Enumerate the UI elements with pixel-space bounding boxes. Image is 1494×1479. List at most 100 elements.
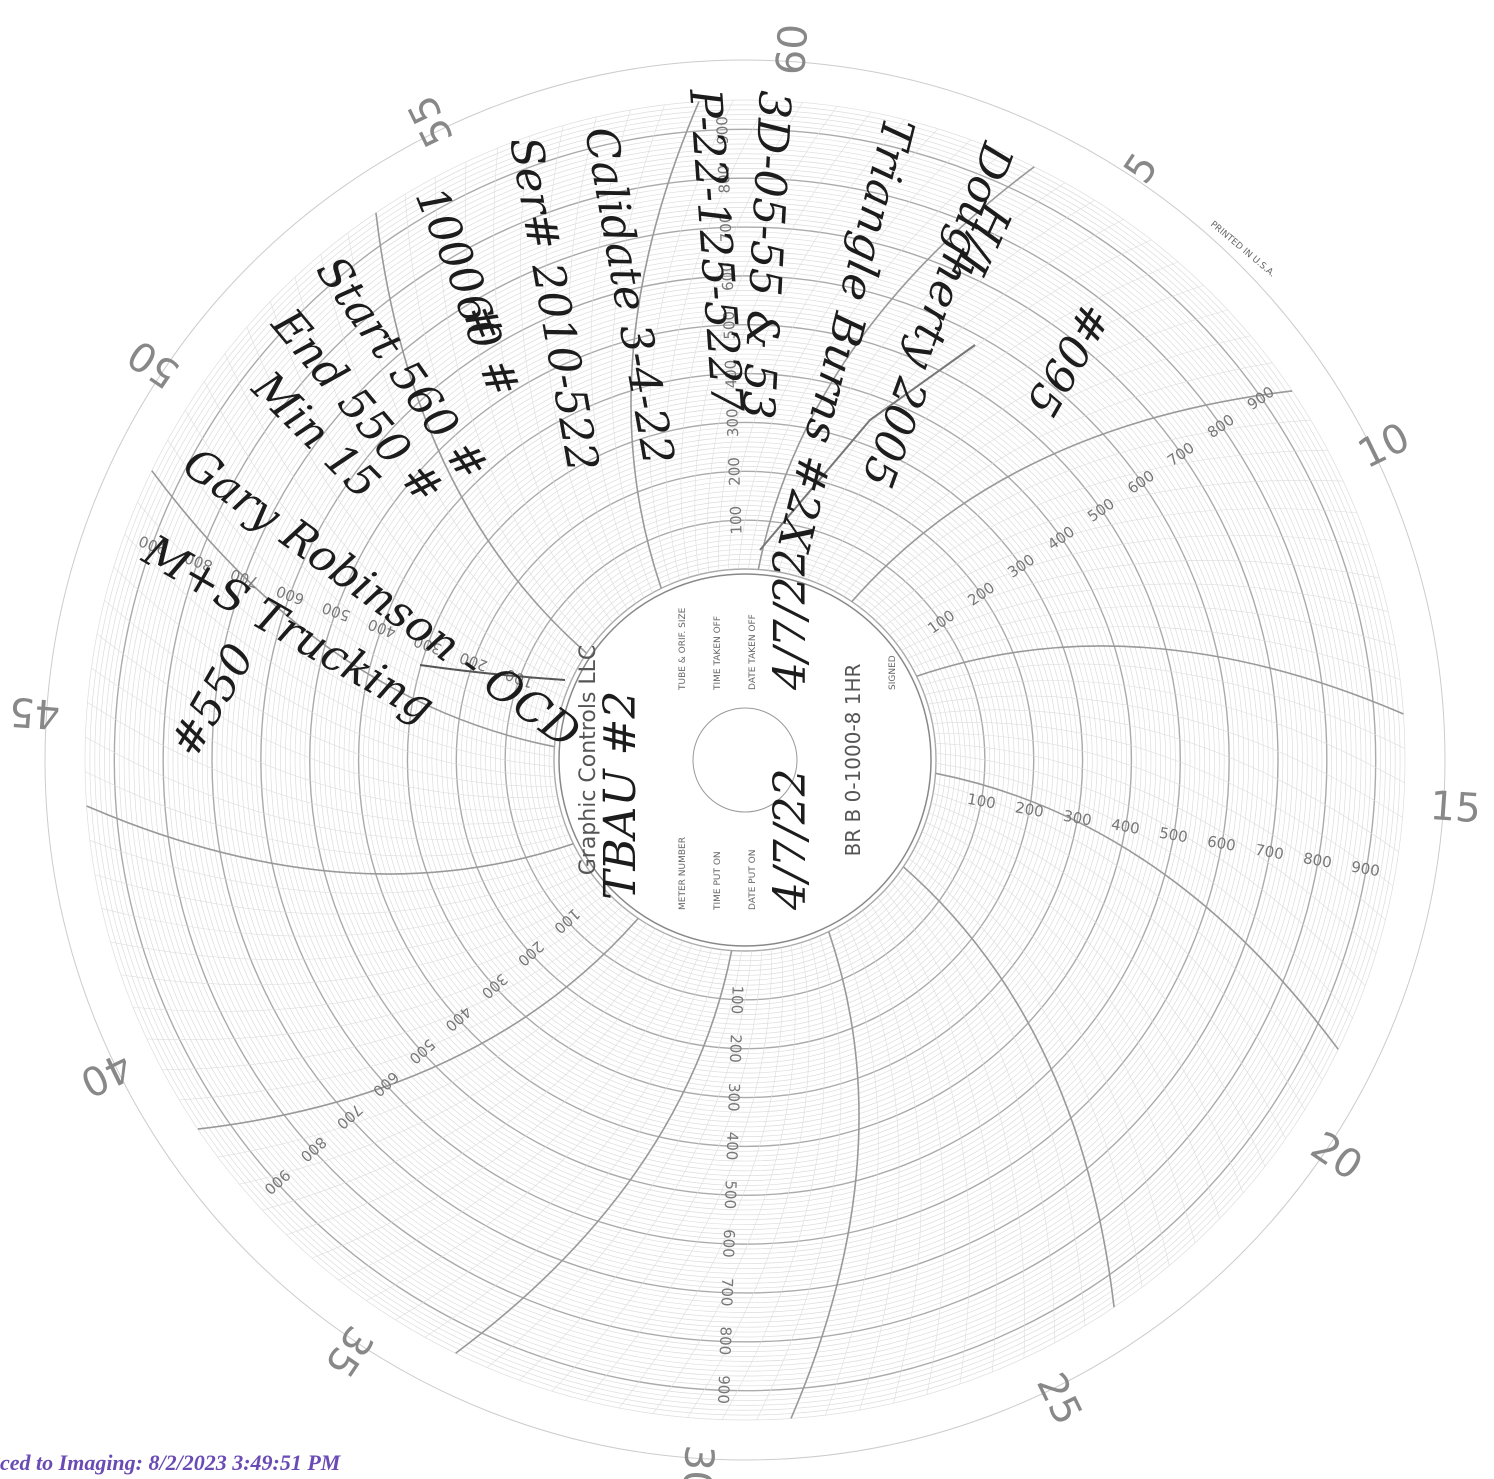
time-line [935,763,1353,1019]
time-line [101,869,589,937]
ring [451,466,1039,1054]
ring [299,314,1191,1206]
time-line [867,449,1328,614]
scale-label: 700 [717,1278,736,1307]
time-line [694,106,838,575]
ring [309,324,1181,1196]
time-line [493,148,613,623]
time-line [294,277,573,680]
ring [475,490,1015,1030]
time-line [224,353,562,708]
ring [529,544,961,976]
scale-label: 300 [1062,807,1093,830]
scale-label: 100 [924,606,958,637]
scale-label: 800 [1204,411,1238,442]
ring [94,109,1396,1411]
scale-label: 100 [727,506,746,535]
ring [197,212,1293,1308]
ring [382,397,1108,1123]
scale-label: 500 [721,1180,740,1209]
ring [543,558,947,962]
ring [514,529,976,991]
ring [143,158,1347,1362]
time-line [721,939,825,1420]
ring [465,480,1025,1040]
ring [280,295,1210,1225]
ring [406,421,1084,1099]
ring [338,353,1152,1167]
scale-label: 900 [1350,858,1381,881]
ring [255,270,1235,1250]
scale-label: 800 [715,164,734,193]
scale-label: 800 [716,1326,735,1355]
ring [245,260,1245,1260]
time-line [652,945,796,1414]
scale-label: 300 [1004,550,1038,581]
printed-in: PRINTED IN U.S.A. [1208,220,1277,280]
time-line [94,860,584,915]
time-line [935,743,1377,954]
ring [113,128,1377,1392]
scale-label: 700 [333,1100,366,1133]
scale-label: 100 [728,985,747,1014]
time-line [767,182,1066,571]
minute-label: 30 [673,1443,722,1479]
time-line [928,812,1266,1167]
ring [138,153,1352,1367]
ring [343,358,1147,1162]
time-line [91,667,560,811]
time-line [884,890,1025,1359]
ring [284,299,1206,1221]
time-line [934,733,1386,920]
ring [162,177,1328,1343]
time-line [797,239,1152,577]
outer-ring [44,59,1446,1461]
ring [99,114,1391,1406]
time-line [551,950,762,1392]
ring [333,348,1157,1172]
time-line [246,326,565,699]
time-line [932,722,1394,887]
ring [148,163,1342,1357]
ring [411,426,1079,1094]
ring [153,168,1337,1352]
time-line [545,125,628,610]
ring [509,524,981,996]
minute-label: 45 [8,688,62,737]
time-line [146,899,615,1040]
ring [363,378,1127,1142]
ring [446,461,1044,1059]
time-line [925,821,1244,1194]
ring [455,470,1035,1050]
time-line [347,232,582,662]
time-line [113,566,555,777]
field-label: TIME PUT ON [713,851,723,911]
scale-label: 200 [726,1034,745,1063]
scale-label: 500 [1158,824,1189,847]
scale-label: 600 [718,262,737,291]
time-line [748,152,1004,570]
time-line [486,950,742,1368]
minute-label: 10 [1351,414,1417,478]
scale-label: 700 [1254,841,1285,864]
time-line [825,926,879,1416]
time-line [96,633,558,798]
minute-label: 60 [768,23,817,77]
ring [548,563,942,957]
time-line [630,101,700,589]
time-line [816,284,1204,584]
scale-label: 200 [725,457,744,486]
center-hole [692,707,798,813]
ring [240,255,1250,1265]
time-line [843,362,1273,597]
scale-label: 400 [722,359,741,388]
time-line [738,139,971,570]
time-line [920,663,1406,749]
time-line [728,128,939,570]
time-line [931,802,1286,1139]
ring [221,236,1269,1284]
scale-label: 900 [714,1375,733,1404]
ring [187,202,1303,1318]
ring [460,475,1030,1045]
